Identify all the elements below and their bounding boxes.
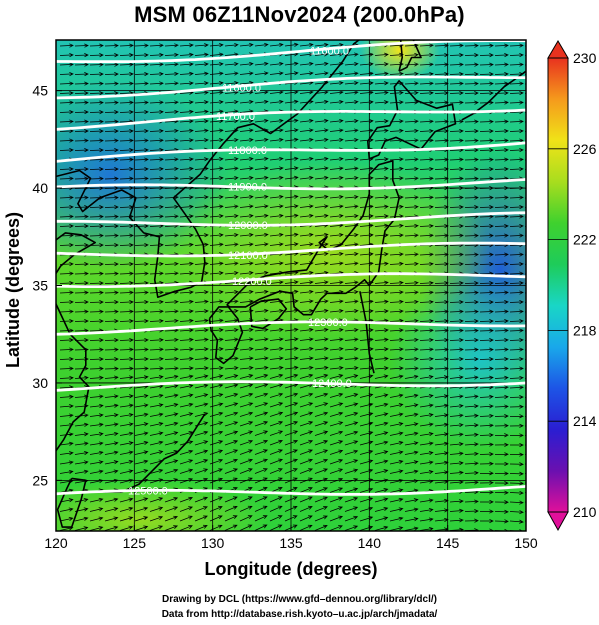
contour-line [56,320,526,336]
coastline [367,80,457,160]
contour-label: 12400.0 [312,378,352,390]
y-axis-label: Latitude (degrees) [3,212,23,368]
contour-label: 11800.0 [228,145,267,157]
contour-label: 12200.0 [232,276,272,288]
colorbar-tick-label: 210 [573,504,597,520]
contour-line [56,178,526,191]
lon-tick-label: 140 [358,535,382,551]
contour-line [56,40,526,64]
contour-line [56,211,526,227]
colorbar: 230 226 222 218 214 210 [547,40,597,532]
colorbar-body [547,57,569,513]
x-axis-label: Longitude (degrees) [204,559,377,579]
colorbar-tick-label: 218 [573,322,597,338]
contour-label: 12000.0 [228,220,268,232]
lon-tick-label: 125 [123,535,147,551]
contour-line [56,108,526,131]
contour-label: 12300.0 [308,317,348,329]
height-contours: 11600.0 11600.0 11700.0 11800.0 11900.0 12000… [56,40,526,498]
contour-line [56,75,526,100]
credit-line-data: Data from http://database.rish.kyoto–u.a… [161,609,438,620]
lon-tick-label: 150 [514,535,538,551]
contour-label: 11600.0 [222,83,261,95]
contour-label: 12500.0 [128,486,168,498]
coastline [56,40,361,298]
contour-label: 11900.0 [228,182,267,194]
coastline [208,306,244,365]
page-title: MSM 06Z11Nov2024 (200.0hPa) [134,2,465,27]
contour-label: 11700.0 [216,111,255,123]
lon-tick-label: 130 [201,535,225,551]
colorbar-max-triangle [547,40,569,59]
coastline [56,302,90,453]
lon-tick-label: 135 [279,535,303,551]
contour-label: 11600.0 [310,45,349,57]
colorbar-tick-label: 222 [573,232,597,248]
latitude-axis: 25 30 35 40 45 [32,83,62,488]
coastline [249,298,288,330]
lat-tick-label: 45 [32,83,48,99]
coastline [461,70,526,121]
contour-line [56,141,526,163]
lat-tick-label: 30 [32,375,48,391]
lat-tick-label: 35 [32,278,48,294]
coastlines [56,40,526,528]
colorbar-tick-label: 214 [573,413,597,429]
colorbar-tick-label: 230 [573,50,597,66]
shaded-field [56,40,526,531]
colorbar-tick-label: 226 [573,141,597,157]
contour-line [56,241,526,258]
coastline [226,160,400,316]
contour-label: 12100.0 [228,250,268,262]
contour-line [56,272,526,288]
lon-tick-label: 120 [44,535,68,551]
longitude-axis: 120 125 130 135 140 145 150 [44,525,538,551]
lat-tick-label: 25 [32,472,48,488]
contour-line [56,484,526,496]
lat-tick-label: 40 [32,180,48,196]
lon-tick-label: 145 [436,535,460,551]
colorbar-min-triangle [547,511,569,532]
contour-line [56,380,526,392]
credits: Drawing by DCL (https://www.gfd–dennou.o… [0,592,599,622]
credit-line-dcl: Drawing by DCL (https://www.gfd–dennou.o… [161,594,437,605]
